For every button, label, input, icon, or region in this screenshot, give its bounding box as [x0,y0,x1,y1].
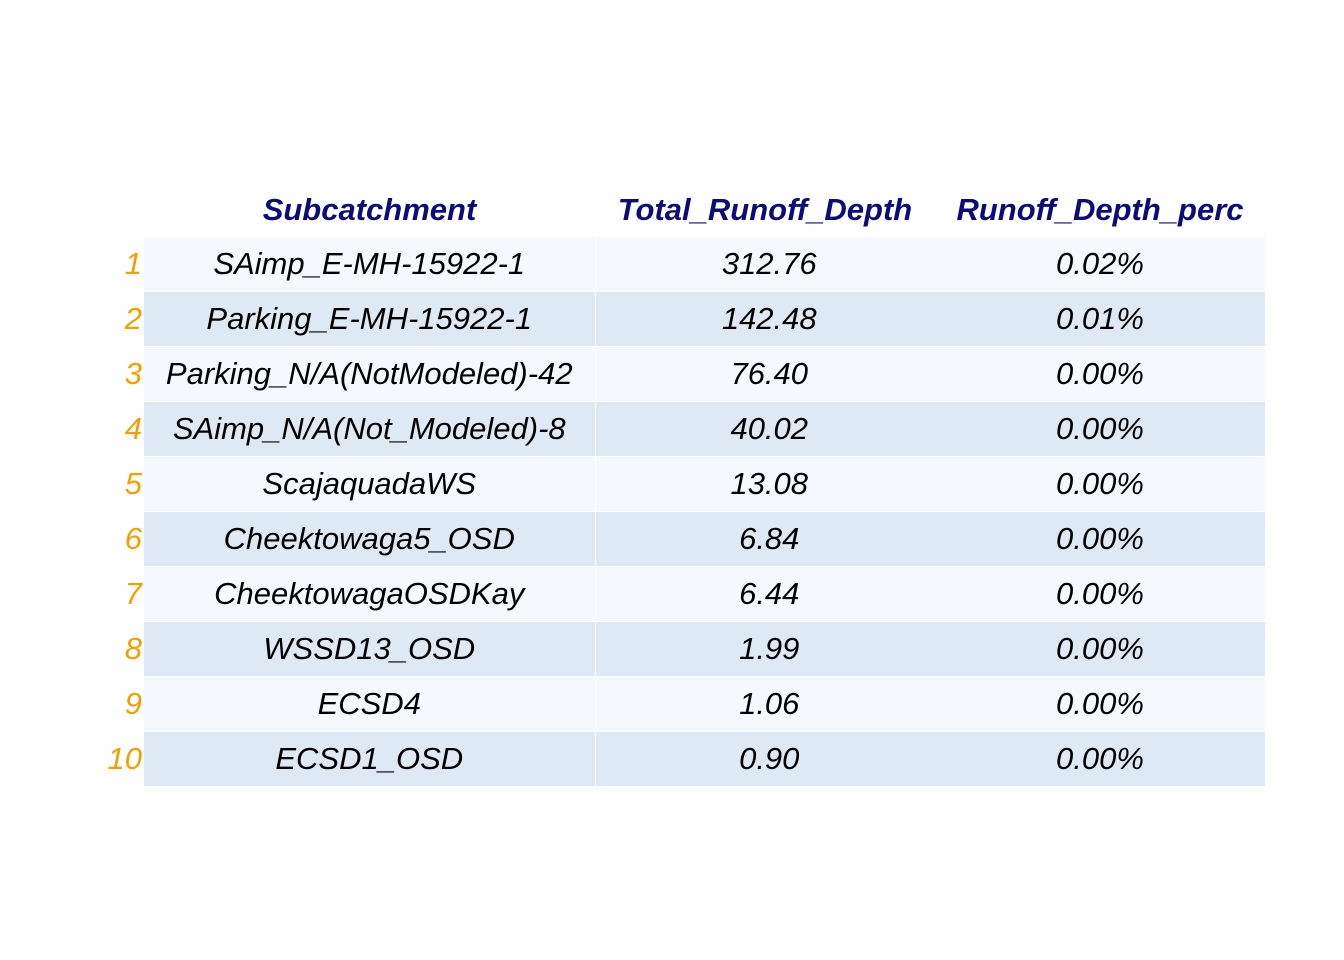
cell-total-runoff-depth: 6.44 [595,566,935,622]
cell-runoff-depth-perc: 0.00% [935,621,1265,677]
header-total-runoff-depth: Total_Runoff_Depth [617,192,913,227]
row-number: 7 [100,566,144,622]
table-row: 9 ECSD4 1.06 0.00% [100,676,1265,732]
cell-total-runoff-depth: 142.48 [595,291,935,347]
cell-subcatchment: Cheektowaga5_OSD [144,511,596,567]
cell-subcatchment: SAimp_N/A(Not_Modeled)-8 [144,401,596,457]
header-subcatchment: Subcatchment [262,192,477,227]
cell-total-runoff-depth: 1.99 [595,621,935,677]
table-row: 6 Cheektowaga5_OSD 6.84 0.00% [100,511,1265,567]
cell-subcatchment: Parking_E-MH-15922-1 [144,291,596,347]
cell-runoff-depth-perc: 0.01% [935,291,1265,347]
table-row: 1 SAimp_E-MH-15922-1 312.76 0.02% [100,237,1265,292]
header-index [100,183,144,237]
cell-runoff-depth-perc: 0.02% [935,237,1265,292]
cell-runoff-depth-perc: 0.00% [935,511,1265,567]
cell-subcatchment: ScajaquadaWS [144,456,596,512]
cell-total-runoff-depth: 40.02 [595,401,935,457]
cell-total-runoff-depth: 312.76 [595,237,935,292]
row-number: 8 [100,621,144,677]
row-number: 9 [100,676,144,732]
table-row: 7 CheektowagaOSDKay 6.44 0.00% [100,566,1265,622]
table-container: Subcatchment Total_Runoff_Depth Runoff_D… [100,183,1265,787]
row-number: 6 [100,511,144,567]
cell-total-runoff-depth: 76.40 [595,346,935,402]
header-row: Subcatchment Total_Runoff_Depth Runoff_D… [100,183,1265,237]
table-body: 1 SAimp_E-MH-15922-1 312.76 0.02% 2 Parking_E… [100,237,1265,787]
cell-subcatchment: SAimp_E-MH-15922-1 [144,237,596,292]
row-number: 10 [100,731,144,787]
table-row: 8 WSSD13_OSD 1.99 0.00% [100,621,1265,677]
header-runoff-depth-perc: Runoff_Depth_perc [956,192,1244,227]
row-number: 1 [100,237,144,292]
table-row: 10 ECSD1_OSD 0.90 0.00% [100,731,1265,787]
cell-runoff-depth-perc: 0.00% [935,566,1265,622]
cell-subcatchment: ECSD1_OSD [144,731,596,787]
cell-runoff-depth-perc: 0.00% [935,346,1265,402]
row-number: 3 [100,346,144,402]
row-number: 5 [100,456,144,512]
cell-subcatchment: Parking_N/A(NotModeled)-42 [144,346,596,402]
cell-runoff-depth-perc: 0.00% [935,401,1265,457]
cell-runoff-depth-perc: 0.00% [935,676,1265,732]
cell-subcatchment: CheektowagaOSDKay [144,566,596,622]
row-number: 2 [100,291,144,347]
table-row: 3 Parking_N/A(NotModeled)-42 76.40 0.00% [100,346,1265,402]
table-row: 2 Parking_E-MH-15922-1 142.48 0.01% [100,291,1265,347]
cell-runoff-depth-perc: 0.00% [935,731,1265,787]
row-number: 4 [100,401,144,457]
cell-subcatchment: WSSD13_OSD [144,621,596,677]
table-row: 4 SAimp_N/A(Not_Modeled)-8 40.02 0.00% [100,401,1265,457]
cell-total-runoff-depth: 1.06 [595,676,935,732]
cell-subcatchment: ECSD4 [144,676,596,732]
table-row: 5 ScajaquadaWS 13.08 0.00% [100,456,1265,512]
cell-runoff-depth-perc: 0.00% [935,456,1265,512]
data-table: Subcatchment Total_Runoff_Depth Runoff_D… [100,183,1265,787]
cell-total-runoff-depth: 6.84 [595,511,935,567]
cell-total-runoff-depth: 13.08 [595,456,935,512]
cell-total-runoff-depth: 0.90 [595,731,935,787]
